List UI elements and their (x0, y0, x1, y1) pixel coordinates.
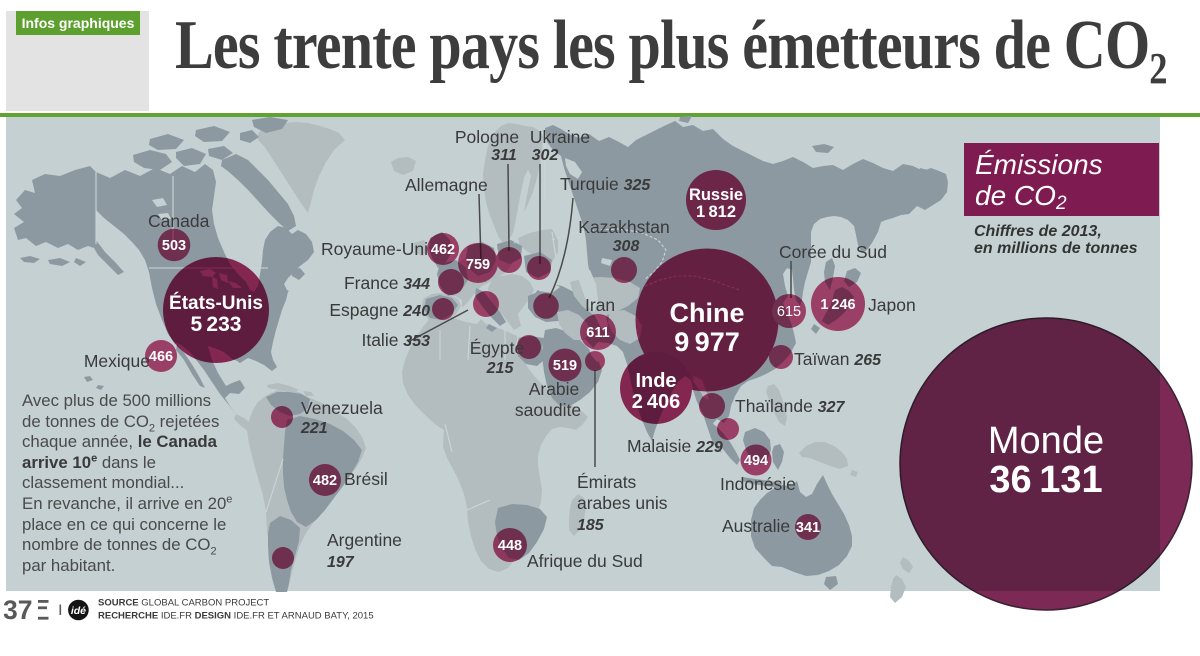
svg-text:Iran: Iran (585, 295, 615, 315)
svg-text:Chiffres de 2013,: Chiffres de 2013, (974, 223, 1102, 240)
svg-text:308: 308 (613, 238, 640, 255)
svg-text:36 131: 36 131 (989, 459, 1102, 501)
svg-text:Kazakhstan: Kazakhstan (578, 217, 669, 237)
svg-text:Japon: Japon (868, 295, 916, 315)
svg-text:Canada: Canada (148, 211, 210, 231)
svg-text:Thaïlande 327: Thaïlande 327 (735, 396, 846, 416)
svg-text:de CO2: de CO2 (975, 180, 1067, 214)
svg-text:saoudite: saoudite (515, 400, 581, 420)
svg-text:Arabie: Arabie (529, 379, 580, 399)
svg-text:221: 221 (300, 420, 328, 437)
svg-text:idé: idé (71, 605, 86, 617)
svg-text:Chine: Chine (669, 298, 744, 328)
svg-text:Ukraine: Ukraine (530, 127, 590, 147)
svg-text:RECHERCHE IDE.FR DESIGN IDE.FR: RECHERCHE IDE.FR DESIGN IDE.FR ET ARNAUD… (98, 611, 374, 622)
svg-text:Indonésie: Indonésie (720, 474, 796, 494)
svg-text:en millions de tonnes: en millions de tonnes (974, 240, 1138, 257)
svg-text:Afrique du Sud: Afrique du Sud (527, 551, 643, 571)
svg-text:Allemagne: Allemagne (405, 175, 488, 195)
svg-text:Royaume-Uni: Royaume-Uni (321, 239, 428, 259)
svg-text:1 812: 1 812 (696, 203, 736, 221)
svg-text:Émissions: Émissions (975, 149, 1103, 180)
svg-text:Monde: Monde (988, 420, 1104, 462)
svg-text:341: 341 (796, 520, 820, 536)
svg-text:Australie: Australie (722, 516, 790, 536)
svg-text:Inde: Inde (635, 370, 676, 392)
svg-text:519: 519 (553, 358, 577, 374)
svg-text:494: 494 (744, 453, 768, 469)
svg-text:5 233: 5 233 (191, 313, 242, 336)
svg-text:448: 448 (498, 538, 522, 554)
svg-text:1 246: 1 246 (820, 297, 855, 313)
svg-text:466: 466 (149, 349, 173, 365)
svg-text:France 344: France 344 (344, 273, 430, 293)
svg-text:Égypte: Égypte (470, 338, 524, 358)
svg-text:215: 215 (486, 360, 515, 377)
svg-text:759: 759 (466, 257, 490, 273)
svg-text:SOURCE GLOBAL CARBON PROJECT: SOURCE GLOBAL CARBON PROJECT (98, 598, 269, 609)
svg-text:611: 611 (586, 325, 609, 341)
svg-text:Argentine: Argentine (327, 530, 402, 550)
svg-text:185: 185 (577, 517, 605, 534)
svg-text:615: 615 (777, 304, 801, 320)
svg-text:Émirats: Émirats (577, 472, 637, 492)
svg-text:197: 197 (327, 554, 355, 571)
svg-text:482: 482 (313, 473, 337, 489)
svg-text:Espagne 240: Espagne 240 (329, 300, 430, 320)
svg-text:311: 311 (491, 147, 517, 164)
svg-text:Turquie 325: Turquie 325 (560, 174, 651, 194)
svg-text:2 406: 2 406 (632, 391, 681, 413)
svg-text:Italie 353: Italie 353 (361, 330, 430, 350)
svg-text:Russie: Russie (689, 186, 743, 204)
svg-text:arabes unis: arabes unis (577, 493, 668, 513)
svg-text:Malaisie 229: Malaisie 229 (627, 436, 723, 456)
svg-text:302: 302 (532, 147, 559, 164)
svg-text:Mexique: Mexique (84, 351, 150, 371)
svg-text:9 977: 9 977 (674, 327, 739, 357)
svg-text:37: 37 (4, 596, 32, 625)
svg-text:Taïwan 265: Taïwan 265 (794, 349, 882, 369)
svg-text:Brésil: Brésil (344, 469, 388, 489)
svg-text:Corée du Sud: Corée du Sud (779, 242, 887, 262)
svg-text:États-Unis: États-Unis (169, 292, 263, 314)
svg-text:Venezuela: Venezuela (301, 398, 383, 418)
svg-text:462: 462 (431, 242, 455, 258)
svg-text:Pologne: Pologne (455, 127, 519, 147)
svg-text:503: 503 (162, 238, 186, 254)
